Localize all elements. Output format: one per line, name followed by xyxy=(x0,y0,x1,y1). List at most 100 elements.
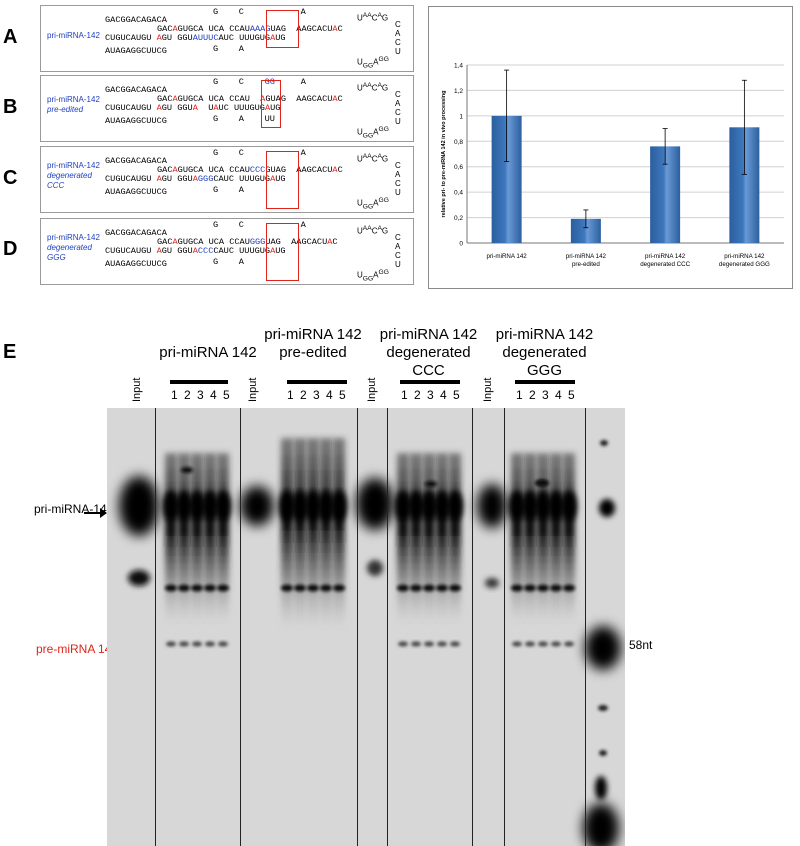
lane-group-title: pri-miRNA 142 xyxy=(159,344,257,361)
stem-strand-5p: GACAGUGCA UCA CCAUGGGUAG AAGCACUAC xyxy=(157,237,338,247)
sequence-top: GACGGACAGACA xyxy=(105,228,167,238)
stem-strand-3p: CUGUCAUGU AGU GGUAGGGCAUC UUUGUGAUG xyxy=(105,174,286,184)
lane-number: 4 xyxy=(326,388,333,402)
edit-site-box xyxy=(266,151,299,209)
northern-blot-gel xyxy=(107,408,625,846)
stem-strand-5p: GACAGUGCA UCA CCAUCCCGUAG AAGCACUAC xyxy=(157,165,343,175)
bulge-top: G C A xyxy=(213,148,306,158)
bulge-top: G C GG A xyxy=(213,77,306,87)
structure-label: pri-miRNA-142 degenerated GGG xyxy=(47,233,100,262)
lane-number: 3 xyxy=(313,388,320,402)
gel-image xyxy=(119,438,621,846)
hairpin-loop-bottom: UGGAGG xyxy=(357,126,389,140)
x-tick-label: pri-miRNA 142 xyxy=(566,253,607,260)
stem-strand-3p: CUGUCAUGU AGU GGUA UAUC UUUGUGAUG xyxy=(105,103,281,113)
x-tick-label: pri-miRNA 142 xyxy=(645,253,686,260)
lane-number: 4 xyxy=(555,388,562,402)
lane-group-bar xyxy=(515,380,575,384)
hairpin-loop: UAACAG xyxy=(357,225,389,236)
edit-site-box xyxy=(261,80,281,128)
y-tick-label: 0,6 xyxy=(454,164,463,171)
lane-number: 3 xyxy=(427,388,434,402)
lane-separator xyxy=(357,408,358,846)
stem-strand-5p: GACAGUGCA UCA CCAUAAAGUAG AAGCACUAC xyxy=(157,24,343,34)
lane-group-bar xyxy=(287,380,347,384)
bulge-bottom: G A xyxy=(213,185,244,195)
lane-number: 2 xyxy=(184,388,191,402)
lane-group-title: pri-miRNA 142 pre-edited xyxy=(264,326,362,361)
y-tick-label: 0 xyxy=(459,241,463,248)
bulge-top: G C A xyxy=(213,220,306,230)
sequence-top: GACGGACAGACA xyxy=(105,156,167,166)
y-tick-label: 1,4 xyxy=(454,63,463,70)
sequence-top: GACGGACAGACA xyxy=(105,85,167,95)
lane-number: 1 xyxy=(401,388,408,402)
y-tick-label: 1,2 xyxy=(454,88,463,95)
structure-label: pri-miRNA-142 degenerated CCC xyxy=(47,161,100,190)
lane-number: 2 xyxy=(300,388,307,402)
x-tick-label: pre-edited xyxy=(572,261,600,268)
x-tick-label: pri-miRNA 142 xyxy=(487,253,528,260)
structure-label: pri-miRNA-142 pre-edited xyxy=(47,95,100,114)
edit-site-box xyxy=(266,223,299,281)
lane-group-bar xyxy=(170,380,228,384)
stem-strand-5p: GACAGUGCA UCA CCAU AGUAG AAGCACUAC xyxy=(157,94,343,104)
stem-strand-3p: CUGUCAUGU AGU GGUAUUUCAUC UUUGUGAUG xyxy=(105,33,286,43)
panel-letter-b: B xyxy=(3,96,18,118)
lane-number: 2 xyxy=(414,388,421,402)
lane-number: 5 xyxy=(223,388,230,402)
hairpin-loop: UAACAG xyxy=(357,153,389,164)
lane-number: 3 xyxy=(197,388,204,402)
sequence-top: GACGGACAGACA xyxy=(105,15,167,25)
pri-arrowhead-icon xyxy=(100,508,107,518)
lane-separator xyxy=(585,408,586,846)
input-lane-label: Input xyxy=(131,377,143,402)
x-tick-label: degenerated GGG xyxy=(719,261,770,268)
bulge-top: G C A xyxy=(213,7,306,17)
input-lane-label: Input xyxy=(247,377,259,402)
panel-letter-c: C xyxy=(3,167,18,189)
input-lane-label: Input xyxy=(482,377,494,402)
lane-number: 4 xyxy=(210,388,217,402)
hairpin-loop-bottom: UGGAGG xyxy=(357,56,389,70)
structure-panel-c: pri-miRNA-142 degenerated CCC GACGGACAGACA… xyxy=(40,146,414,213)
lane-number: 5 xyxy=(568,388,575,402)
sequence-bottom: AUAGAGGCUUCG xyxy=(105,46,167,56)
lane-number: 3 xyxy=(542,388,549,402)
lane-separator xyxy=(504,408,505,846)
bulge-bottom: G A xyxy=(213,257,244,267)
hairpin-loop-bottom: UGGAGG xyxy=(357,269,389,283)
lane-separator xyxy=(155,408,156,846)
y-tick-label: 0,8 xyxy=(454,139,463,146)
input-lane-label: Input xyxy=(366,377,378,402)
bulge-bottom: G A UU xyxy=(213,114,275,124)
lane-number: 2 xyxy=(529,388,536,402)
structure-panel-b: pri-miRNA-142 pre-edited GACGGACAGACA G C… xyxy=(40,75,414,142)
structure-label: pri-miRNA-142 xyxy=(47,31,100,40)
lane-number: 4 xyxy=(440,388,447,402)
hairpin-loop: UAACAG xyxy=(357,12,389,23)
x-tick-label: degenerated CCC xyxy=(640,261,690,268)
panel-letter-e: E xyxy=(3,341,17,363)
lane-separator xyxy=(472,408,473,846)
panel-letter-d: D xyxy=(3,238,18,260)
bulge-bottom: G A xyxy=(213,44,244,54)
lane-number: 1 xyxy=(516,388,523,402)
lane-number: 5 xyxy=(339,388,346,402)
lane-group-title: pri-miRNA 142 degenerated CCC xyxy=(379,326,478,379)
structure-panel-d: pri-miRNA-142 degenerated GGG GACGGACAGACA… xyxy=(40,218,414,285)
sequence-bottom: AUAGAGGCUUCG xyxy=(105,259,167,269)
lane-number: 5 xyxy=(453,388,460,402)
x-tick-label: pri-miRNA 142 xyxy=(724,253,765,260)
structure-panel-a: pri-miRNA-142 GACGGACAGACA G C A GACAGUG… xyxy=(40,5,414,72)
sequence-bottom: AUAGAGGCUUCG xyxy=(105,116,167,126)
pre-mirna-label: pre-miRNA 142 xyxy=(36,642,119,656)
y-tick-label: 0,4 xyxy=(454,190,463,197)
edit-site-box xyxy=(266,10,299,48)
processing-bar-chart-frame: 0 0,2 0,4 0,6 0,8 1 1,2 1,4 pri-miRNA 142 pri-miR… xyxy=(428,6,793,289)
pri-arrow-icon xyxy=(84,512,104,514)
